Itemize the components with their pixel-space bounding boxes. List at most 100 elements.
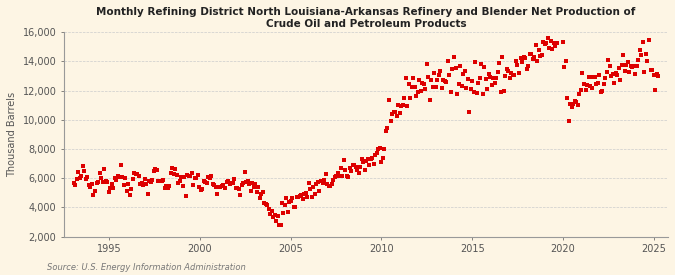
- Point: [550, 44, 561, 48]
- Point: [598, 81, 609, 86]
- Point: [159, 186, 170, 190]
- Point: [79, 169, 90, 173]
- Point: [485, 75, 495, 79]
- Point: [333, 174, 344, 178]
- Point: [423, 75, 434, 79]
- Point: [180, 194, 191, 198]
- Point: [338, 157, 349, 162]
- Point: [518, 55, 529, 59]
- Point: [123, 182, 134, 187]
- Point: [144, 179, 155, 183]
- Point: [533, 48, 544, 52]
- Point: [112, 174, 123, 178]
- Point: [165, 170, 176, 175]
- Point: [527, 56, 538, 61]
- Point: [443, 59, 454, 64]
- Point: [268, 215, 279, 219]
- Point: [320, 172, 331, 176]
- Point: [532, 59, 543, 63]
- Point: [447, 67, 458, 72]
- Point: [304, 181, 315, 185]
- Point: [364, 163, 375, 168]
- Point: [169, 167, 180, 172]
- Point: [570, 99, 580, 103]
- Point: [278, 211, 289, 215]
- Point: [86, 182, 97, 186]
- Point: [594, 73, 605, 78]
- Point: [276, 201, 287, 205]
- Point: [449, 55, 460, 59]
- Point: [491, 76, 502, 80]
- Point: [343, 174, 354, 179]
- Point: [294, 194, 305, 199]
- Point: [633, 58, 644, 63]
- Point: [392, 113, 402, 118]
- Point: [311, 182, 322, 187]
- Point: [409, 84, 420, 89]
- Point: [355, 164, 366, 169]
- Point: [588, 75, 599, 79]
- Point: [120, 176, 131, 181]
- Point: [560, 59, 571, 63]
- Point: [327, 178, 338, 182]
- Point: [128, 177, 138, 181]
- Point: [279, 202, 290, 207]
- Point: [173, 181, 184, 185]
- Point: [84, 183, 95, 187]
- Point: [286, 199, 296, 203]
- Point: [526, 52, 537, 56]
- Point: [411, 94, 422, 98]
- Point: [651, 72, 662, 76]
- Point: [585, 84, 595, 88]
- Point: [76, 174, 87, 178]
- Point: [326, 182, 337, 186]
- Point: [649, 88, 660, 93]
- Point: [147, 178, 158, 182]
- Point: [482, 87, 493, 91]
- Point: [261, 202, 271, 207]
- Point: [245, 188, 256, 193]
- Point: [541, 41, 551, 45]
- Point: [394, 111, 405, 115]
- Point: [257, 189, 268, 194]
- Point: [499, 88, 510, 93]
- Point: [403, 82, 414, 86]
- Point: [396, 104, 406, 108]
- Point: [325, 183, 335, 188]
- Point: [262, 202, 273, 207]
- Point: [205, 176, 215, 181]
- Point: [421, 62, 432, 67]
- Point: [630, 72, 641, 76]
- Point: [211, 185, 221, 190]
- Point: [350, 165, 361, 169]
- Point: [132, 172, 142, 177]
- Point: [471, 91, 482, 96]
- Point: [489, 81, 500, 85]
- Point: [253, 185, 264, 189]
- Point: [591, 82, 601, 86]
- Point: [179, 175, 190, 179]
- Point: [171, 173, 182, 177]
- Point: [236, 183, 247, 188]
- Point: [385, 119, 396, 123]
- Point: [122, 189, 132, 193]
- Text: Source: U.S. Energy Information Administration: Source: U.S. Energy Information Administ…: [47, 263, 246, 272]
- Point: [281, 196, 292, 200]
- Point: [568, 102, 579, 107]
- Point: [483, 72, 494, 76]
- Point: [239, 169, 250, 174]
- Point: [300, 191, 311, 195]
- Point: [370, 153, 381, 157]
- Point: [248, 185, 259, 189]
- Point: [595, 90, 606, 94]
- Point: [206, 173, 217, 178]
- Point: [412, 90, 423, 95]
- Point: [580, 88, 591, 92]
- Point: [470, 60, 481, 64]
- Point: [461, 86, 472, 90]
- Point: [381, 128, 392, 133]
- Point: [238, 181, 248, 185]
- Point: [356, 157, 367, 161]
- Point: [233, 187, 244, 191]
- Point: [566, 104, 577, 109]
